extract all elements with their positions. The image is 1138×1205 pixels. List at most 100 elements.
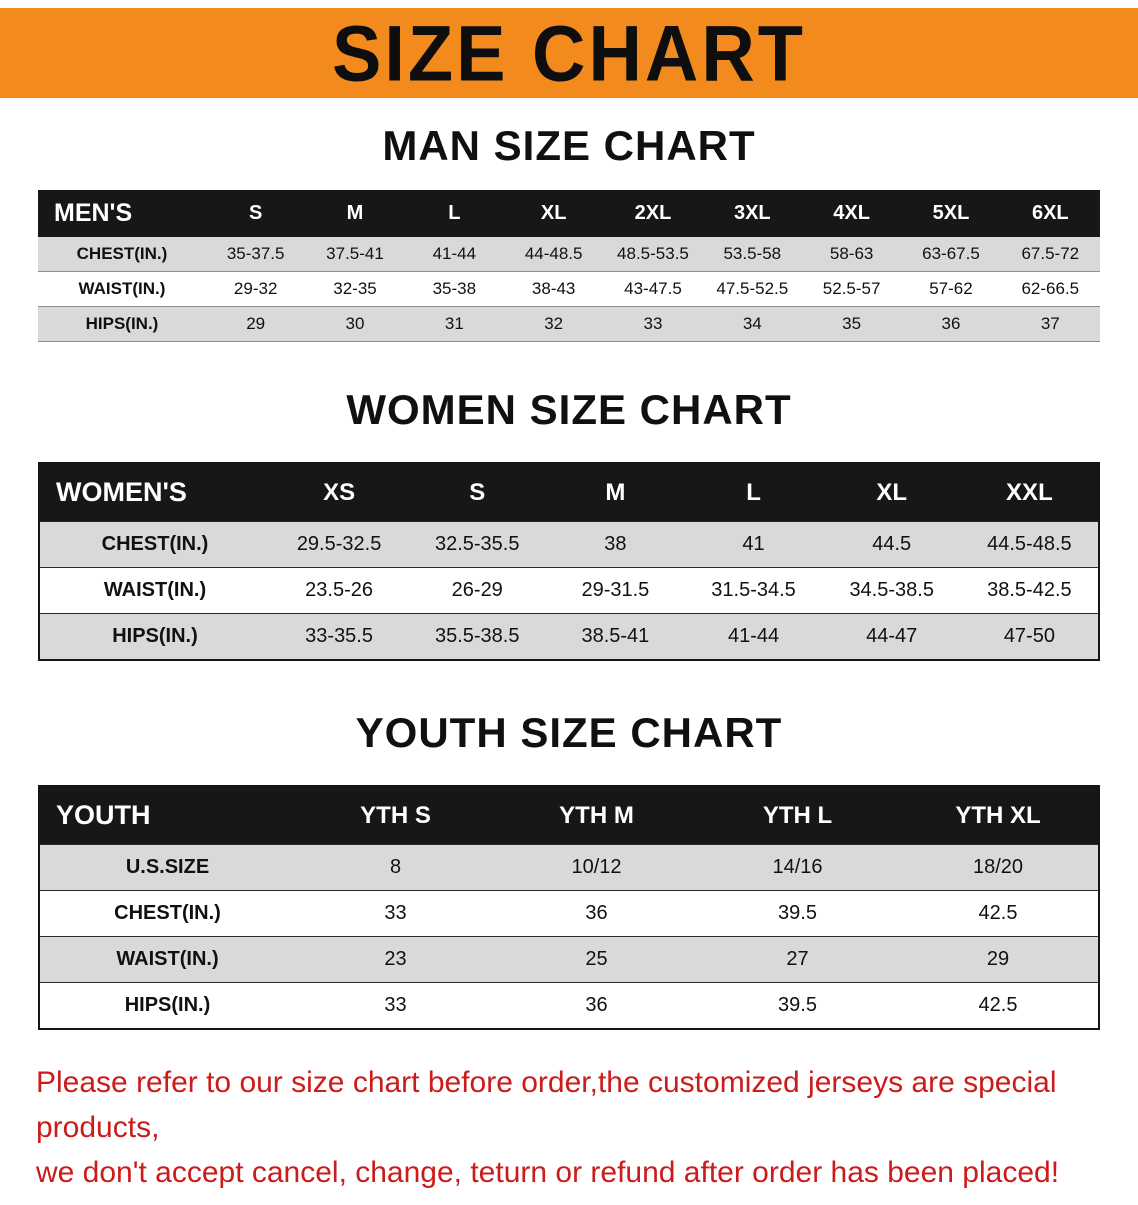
table-corner-label: YOUTH [39, 786, 295, 845]
row-label: CHEST(IN.) [101, 533, 209, 555]
column-header: 2XL [603, 190, 703, 237]
size-value: 44-47 [866, 625, 918, 647]
size-value: 36 [941, 314, 961, 333]
size-value: 48.5-53.5 [617, 244, 689, 263]
table-row: CHEST(IN.) 33 36 39.5 42.5 [39, 890, 1099, 937]
size-value: 32 [544, 314, 564, 333]
size-table: YOUTH YTH S YTH M YTH L YTH XL U.S.SIZE 8 10/12… [38, 785, 1100, 1030]
size-value: 31 [444, 314, 464, 333]
size-value: 8 [389, 856, 402, 878]
column-header: 5XL [901, 190, 1001, 237]
size-value: 35 [842, 314, 862, 333]
row-label: HIPS(IN.) [85, 314, 159, 333]
size-value: 31.5-34.5 [711, 579, 796, 601]
size-value: 23 [384, 948, 407, 970]
table-header-row: WOMEN'S XS S M L XL XXL [39, 463, 1099, 522]
column-header: XS [270, 463, 409, 522]
table-header-row: MEN'S S M L XL 2XL 3XL 4XL 5XL 6XL [38, 190, 1100, 237]
size-table: MEN'S S M L XL 2XL 3XL 4XL 5XL 6XL CHEST(IN.) 35-37… [38, 190, 1100, 342]
row-label: CHEST(IN.) [76, 244, 168, 263]
size-value: 44.5-48.5 [987, 533, 1072, 555]
column-header: YTH M [496, 786, 697, 845]
size-value: 44.5 [872, 533, 912, 555]
column-header: YTH S [295, 786, 496, 845]
size-value: 41 [742, 533, 765, 555]
size-value: 43-47.5 [624, 279, 682, 298]
size-chart-banner: SIZE CHART [0, 8, 1138, 98]
size-value: 18/20 [972, 856, 1024, 878]
disclaimer-line-1: Please refer to our size chart before or… [36, 1066, 1057, 1144]
column-header: YTH XL [898, 786, 1099, 845]
size-value: 34 [742, 314, 762, 333]
size-value: 29-32 [233, 279, 278, 298]
banner-title: SIZE CHART [332, 9, 806, 97]
row-label: WAIST(IN.) [78, 279, 166, 298]
column-header: 3XL [702, 190, 802, 237]
size-value: 41-44 [727, 625, 780, 647]
table-row: WAIST(IN.) 23.5-26 26-29 29-31.5 31.5-34.5 34… [39, 567, 1099, 614]
size-value: 62-66.5 [1021, 279, 1080, 298]
size-value: 47-50 [1003, 625, 1055, 647]
table-row: HIPS(IN.) 33-35.5 35.5-38.5 38.5-41 41-44 44-… [39, 613, 1099, 660]
size-value: 32.5-35.5 [434, 533, 520, 555]
row-label: CHEST(IN.) [114, 902, 221, 924]
size-value: 53.5-58 [723, 244, 782, 263]
table-row: WAIST(IN.) 23 25 27 29 [39, 936, 1099, 983]
size-value: 38-43 [531, 279, 576, 298]
column-header: M [305, 190, 405, 237]
size-value: 38.5-42.5 [987, 579, 1072, 601]
size-value: 36 [585, 902, 608, 924]
disclaimer-line-2: we don't accept cancel, change, teturn o… [36, 1156, 1060, 1189]
size-value: 58-63 [829, 244, 874, 263]
section-heading: YOUTH SIZE CHART [355, 709, 783, 756]
size-value: 42.5 [978, 994, 1018, 1016]
size-value: 37 [1040, 314, 1060, 333]
disclaimer: Please refer to our size chart before or… [36, 1060, 1102, 1195]
column-header: XL [503, 190, 604, 237]
column-header: YTH L [697, 786, 898, 845]
size-value: 37.5-41 [326, 244, 384, 263]
size-value: 52.5-57 [822, 279, 881, 298]
size-chart-section: WOMEN SIZE CHART WOMEN'S XS S M L XL XXL CHEST(I… [0, 386, 1138, 661]
size-table: WOMEN'S XS S M L XL XXL CHEST(IN.) 29.5-32.5 32.5… [38, 462, 1100, 661]
size-value: 36 [585, 994, 608, 1016]
size-value: 10/12 [571, 856, 622, 878]
row-label: U.S.SIZE [125, 856, 210, 878]
size-value: 39.5 [778, 902, 817, 924]
size-value: 33 [384, 994, 407, 1016]
size-value: 35-38 [432, 279, 477, 298]
table-corner-label: MEN'S [38, 190, 206, 237]
column-header: S [408, 463, 547, 522]
size-value: 39.5 [778, 994, 817, 1016]
table-corner-label: WOMEN'S [39, 463, 270, 522]
column-header: 4XL [801, 190, 902, 237]
size-value: 29.5-32.5 [296, 533, 382, 555]
size-value: 35-37.5 [226, 244, 285, 263]
table-row: CHEST(IN.) 29.5-32.5 32.5-35.5 38 41 44.5 44.5… [39, 521, 1099, 568]
section-heading: MAN SIZE CHART [382, 122, 756, 169]
row-label: WAIST(IN.) [116, 948, 219, 970]
size-value: 47.5-52.5 [716, 279, 789, 298]
size-value: 35.5-38.5 [434, 625, 520, 647]
size-value: 29 [246, 314, 266, 333]
table-row: WAIST(IN.) 29-32 32-35 35-38 38-43 43-47.5 47.… [38, 271, 1100, 307]
size-value: 30 [345, 314, 365, 333]
row-label: WAIST(IN.) [103, 579, 207, 601]
size-value: 33 [384, 902, 407, 924]
size-value: 14/16 [772, 856, 823, 878]
size-value: 34.5-38.5 [849, 579, 934, 601]
size-chart-section: MAN SIZE CHART MEN'S S M L XL 2XL 3XL 4XL 5XL 6XL C… [0, 122, 1138, 342]
size-value: 67.5-72 [1021, 244, 1080, 263]
size-value: 26-29 [451, 579, 503, 601]
size-value: 29-31.5 [581, 579, 650, 601]
column-header: XXL [960, 463, 1099, 522]
table-row: HIPS(IN.) 33 36 39.5 42.5 [39, 982, 1099, 1029]
size-value: 63-67.5 [922, 244, 980, 263]
table-row: U.S.SIZE 8 10/12 14/16 18/20 [39, 844, 1099, 891]
column-header: S [206, 190, 306, 237]
row-label: HIPS(IN.) [124, 994, 211, 1016]
column-header: 6XL [1000, 190, 1100, 237]
column-header: XL [822, 463, 961, 522]
column-header: M [546, 463, 685, 522]
size-value: 38 [604, 533, 627, 555]
